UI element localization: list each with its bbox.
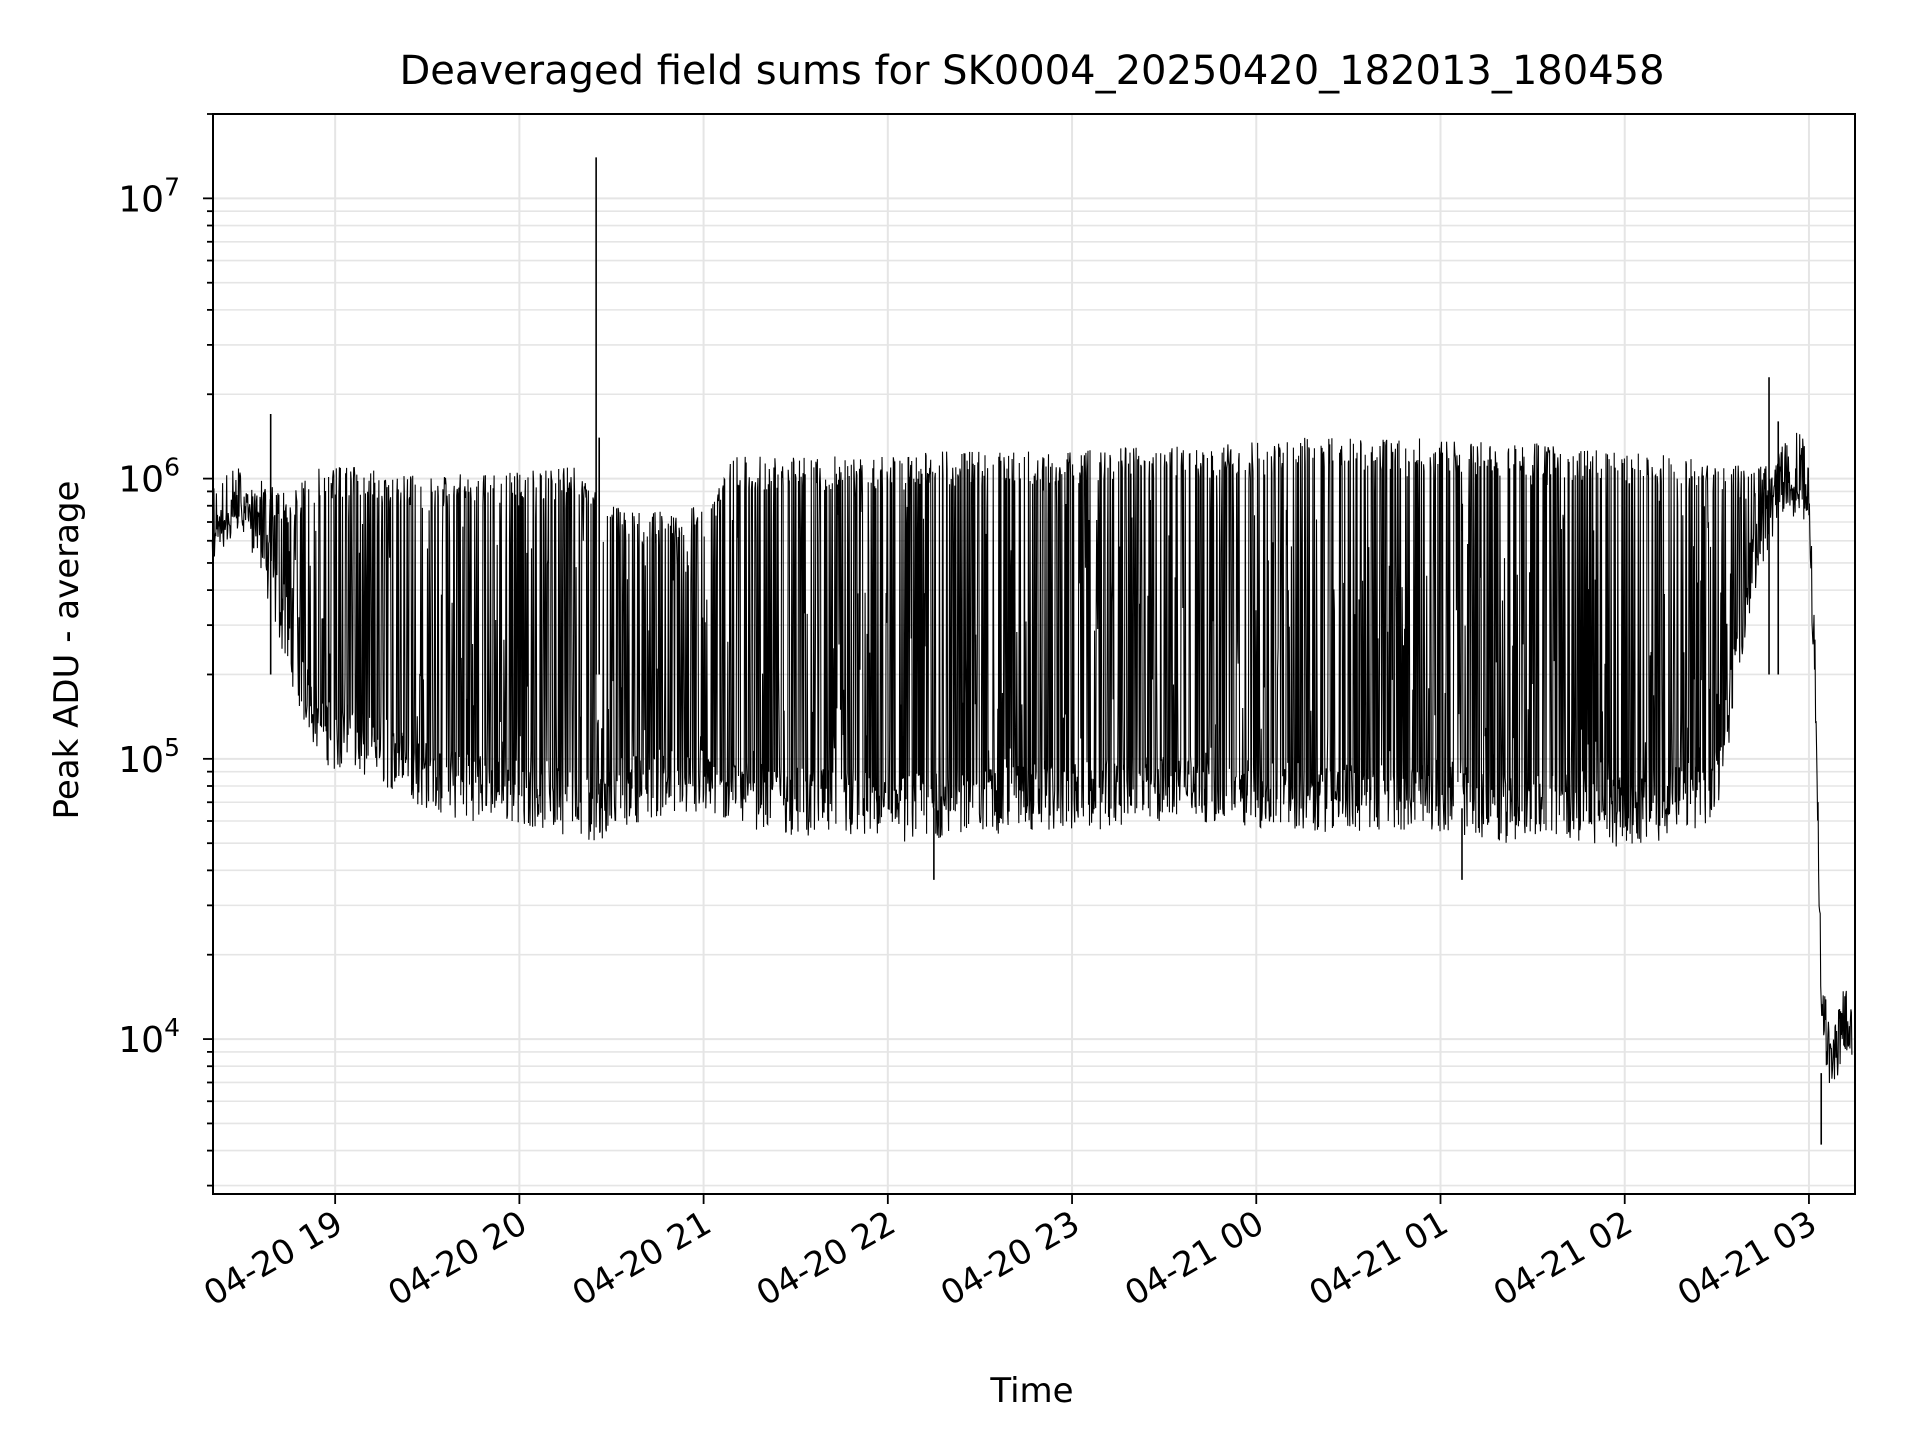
y-tick-label: 107 — [118, 172, 180, 220]
plot-area — [211, 157, 1853, 1145]
series-line — [211, 432, 1853, 1084]
y-tick-label: 104 — [118, 1013, 180, 1061]
x-axis-label: Time — [989, 1371, 1073, 1411]
axes-frame — [212, 113, 1856, 1195]
y-axis: 104 105 106 107 — [118, 113, 213, 1187]
y-tick-label: 106 — [118, 453, 180, 501]
y-axis-label: Peak ADU - average — [47, 481, 87, 820]
y-tick-label: 105 — [118, 733, 180, 781]
chart-title: Deaveraged field sums for SK0004_2025042… — [399, 48, 1664, 94]
